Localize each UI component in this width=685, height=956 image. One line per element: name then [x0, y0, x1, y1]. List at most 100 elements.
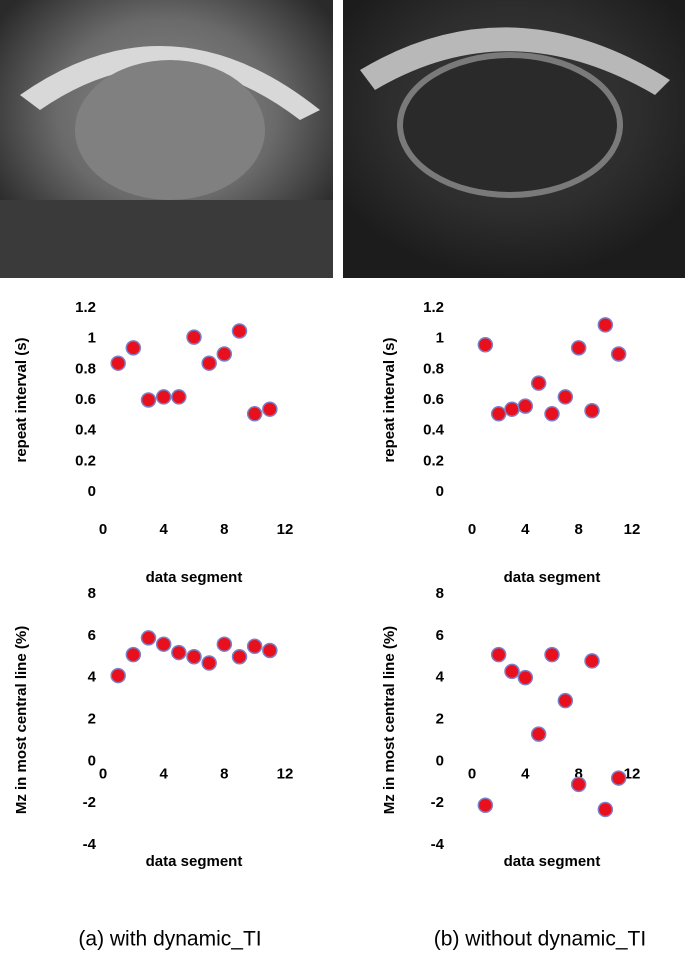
y-tick-label: 1.2 — [423, 299, 444, 316]
x-axis-label: data segment — [146, 853, 243, 870]
x-tick-label: 0 — [468, 521, 476, 538]
y-tick-label: 6 — [88, 627, 96, 644]
x-tick-label: 4 — [159, 765, 168, 782]
data-point — [544, 406, 560, 422]
data-point — [597, 317, 614, 333]
y-tick-label: 0.4 — [423, 422, 445, 439]
data-point — [504, 663, 520, 680]
data-point — [125, 646, 142, 663]
data-point — [477, 797, 494, 814]
x-tick-label: 8 — [220, 765, 228, 782]
y-tick-label: 0 — [88, 483, 96, 500]
data-point — [570, 776, 587, 793]
data-point — [570, 340, 587, 356]
y-tick-label: 0.8 — [75, 360, 96, 377]
x-tick-label: 4 — [521, 765, 530, 782]
data-point — [530, 375, 547, 391]
y-tick-label: 1 — [436, 330, 444, 347]
x-axis-label: data segment — [504, 853, 601, 870]
data-point — [517, 669, 534, 686]
data-point — [262, 642, 278, 659]
mri-image-b — [343, 0, 685, 278]
data-point — [584, 653, 600, 669]
y-tick-label: 0 — [436, 483, 444, 500]
data-point — [186, 649, 202, 665]
data-point — [231, 649, 248, 665]
y-tick-label: 0.2 — [75, 452, 96, 469]
y-tick-label: 8 — [436, 585, 444, 602]
y-tick-label: 6 — [436, 627, 444, 644]
y-tick-label: 8 — [88, 585, 96, 602]
x-axis-label: data segment — [504, 569, 601, 586]
data-point — [557, 692, 574, 709]
x-tick-label: 8 — [220, 521, 228, 538]
y-tick-label: 0.6 — [75, 391, 96, 408]
data-point — [171, 389, 187, 405]
data-point — [490, 646, 507, 663]
data-point — [262, 401, 278, 417]
data-point — [171, 644, 187, 661]
y-tick-label: 0.4 — [75, 422, 97, 439]
y-tick-label: 0.8 — [423, 360, 444, 377]
x-tick-label: 12 — [277, 521, 294, 538]
x-tick-label: 4 — [521, 521, 530, 538]
data-point — [557, 389, 574, 405]
data-point — [246, 638, 263, 655]
data-point — [490, 406, 507, 422]
y-tick-label: 1 — [88, 330, 96, 347]
data-point — [610, 770, 627, 786]
x-axis-label: data segment — [146, 569, 243, 586]
x-tick-label: 0 — [99, 765, 107, 782]
data-point — [155, 389, 172, 405]
data-point — [610, 346, 627, 362]
y-axis-label: Mz in most central line (%) — [381, 626, 398, 814]
data-point — [530, 726, 547, 742]
data-point — [246, 406, 263, 422]
data-point — [140, 392, 157, 408]
y-tick-label: -4 — [83, 836, 97, 853]
mri-image-a — [0, 0, 333, 278]
data-point — [110, 355, 126, 371]
data-point — [216, 636, 233, 652]
data-point — [110, 667, 126, 684]
data-point — [201, 355, 217, 371]
y-axis-label: Mz in most central line (%) — [13, 626, 30, 814]
y-tick-label: 0 — [88, 752, 96, 769]
x-tick-label: 12 — [277, 765, 294, 782]
x-tick-label: 12 — [624, 765, 641, 782]
data-point — [477, 337, 494, 353]
x-tick-label: 8 — [574, 765, 582, 782]
y-tick-label: 0 — [436, 752, 444, 769]
data-point — [597, 801, 614, 818]
data-point — [140, 630, 157, 646]
data-point — [216, 346, 233, 362]
data-point — [584, 402, 600, 419]
y-tick-label: 4 — [436, 669, 445, 686]
y-axis-label: repeat interval (s) — [13, 337, 30, 462]
y-tick-label: 2 — [436, 710, 444, 727]
data-point — [544, 646, 560, 663]
data-point — [125, 340, 142, 356]
caption: (a) with dynamic_TI — [78, 928, 261, 951]
y-tick-label: 1.2 — [75, 299, 96, 316]
y-tick-label: 0.6 — [423, 391, 444, 408]
y-tick-label: -2 — [431, 794, 444, 811]
y-tick-label: 0.2 — [423, 452, 444, 469]
data-point — [201, 655, 217, 671]
x-tick-label: 8 — [574, 521, 582, 538]
data-point — [517, 398, 534, 414]
x-tick-label: 4 — [159, 521, 168, 538]
y-tick-label: 4 — [88, 669, 97, 686]
x-tick-label: 0 — [468, 765, 476, 782]
caption: (b) without dynamic_TI — [434, 928, 646, 951]
y-tick-label: 2 — [88, 710, 96, 727]
x-tick-label: 0 — [99, 521, 107, 538]
data-point — [155, 636, 172, 652]
data-point — [231, 323, 248, 339]
y-axis-label: repeat interval (s) — [381, 337, 398, 462]
x-tick-label: 12 — [624, 521, 641, 538]
data-point — [186, 329, 202, 345]
y-tick-label: -4 — [431, 836, 445, 853]
